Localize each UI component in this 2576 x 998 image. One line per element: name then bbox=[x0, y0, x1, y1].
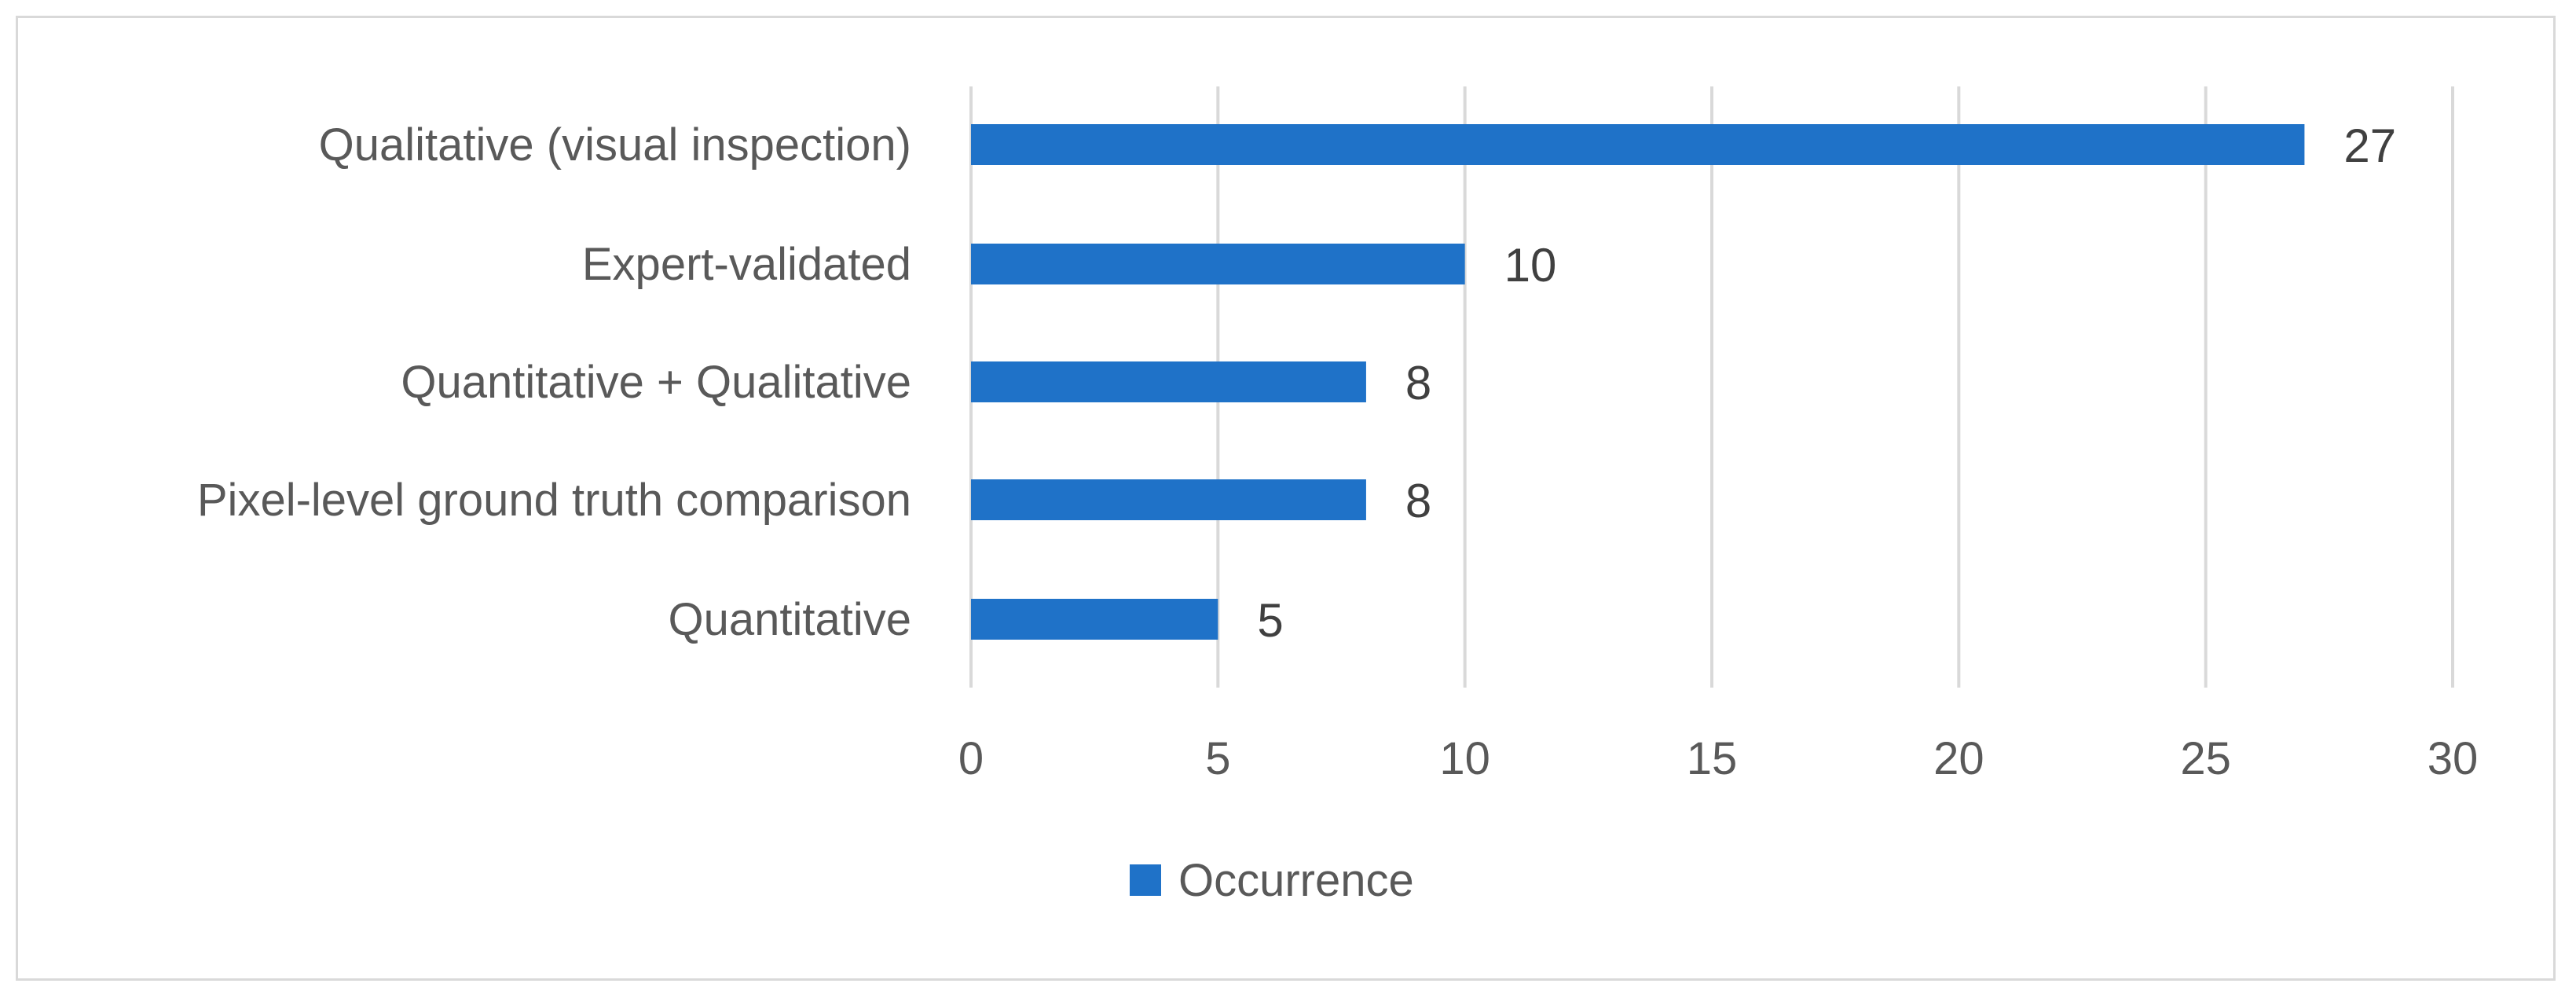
data-label: 8 bbox=[1405, 357, 1431, 409]
data-label: 27 bbox=[2343, 119, 2396, 172]
bar bbox=[971, 599, 1218, 640]
gridlines bbox=[969, 86, 2454, 688]
bar bbox=[971, 244, 1465, 284]
legend-swatch bbox=[1130, 864, 1161, 896]
legend: Occurrence bbox=[1130, 855, 1414, 906]
category-label: Pixel-level ground truth comparison bbox=[197, 475, 911, 526]
x-tick-label: 20 bbox=[1933, 733, 1984, 784]
bar bbox=[971, 479, 1366, 520]
category-label: Qualitative (visual inspection) bbox=[319, 119, 911, 171]
x-tick-label: 5 bbox=[1205, 733, 1230, 784]
data-label: 10 bbox=[1504, 239, 1557, 292]
bar bbox=[971, 124, 2305, 165]
x-tick-label: 10 bbox=[1439, 733, 1490, 784]
data-label: 5 bbox=[1257, 594, 1283, 647]
x-tick-label: 25 bbox=[2180, 733, 2231, 784]
category-label: Quantitative + Qualitative bbox=[401, 357, 911, 408]
x-tick-label: 15 bbox=[1687, 733, 1738, 784]
legend-label: Occurrence bbox=[1178, 855, 1414, 906]
x-tick-label: 0 bbox=[958, 733, 984, 784]
labels: 0 5 10 15 20 25 30 Qualitative (visual inspecti… bbox=[197, 119, 2478, 784]
data-label: 8 bbox=[1405, 475, 1431, 527]
bar bbox=[971, 361, 1366, 402]
category-label: Expert-validated bbox=[582, 239, 911, 290]
x-tick-label: 30 bbox=[2428, 733, 2479, 784]
bars bbox=[971, 124, 2305, 640]
category-label: Quantitative bbox=[668, 594, 911, 645]
